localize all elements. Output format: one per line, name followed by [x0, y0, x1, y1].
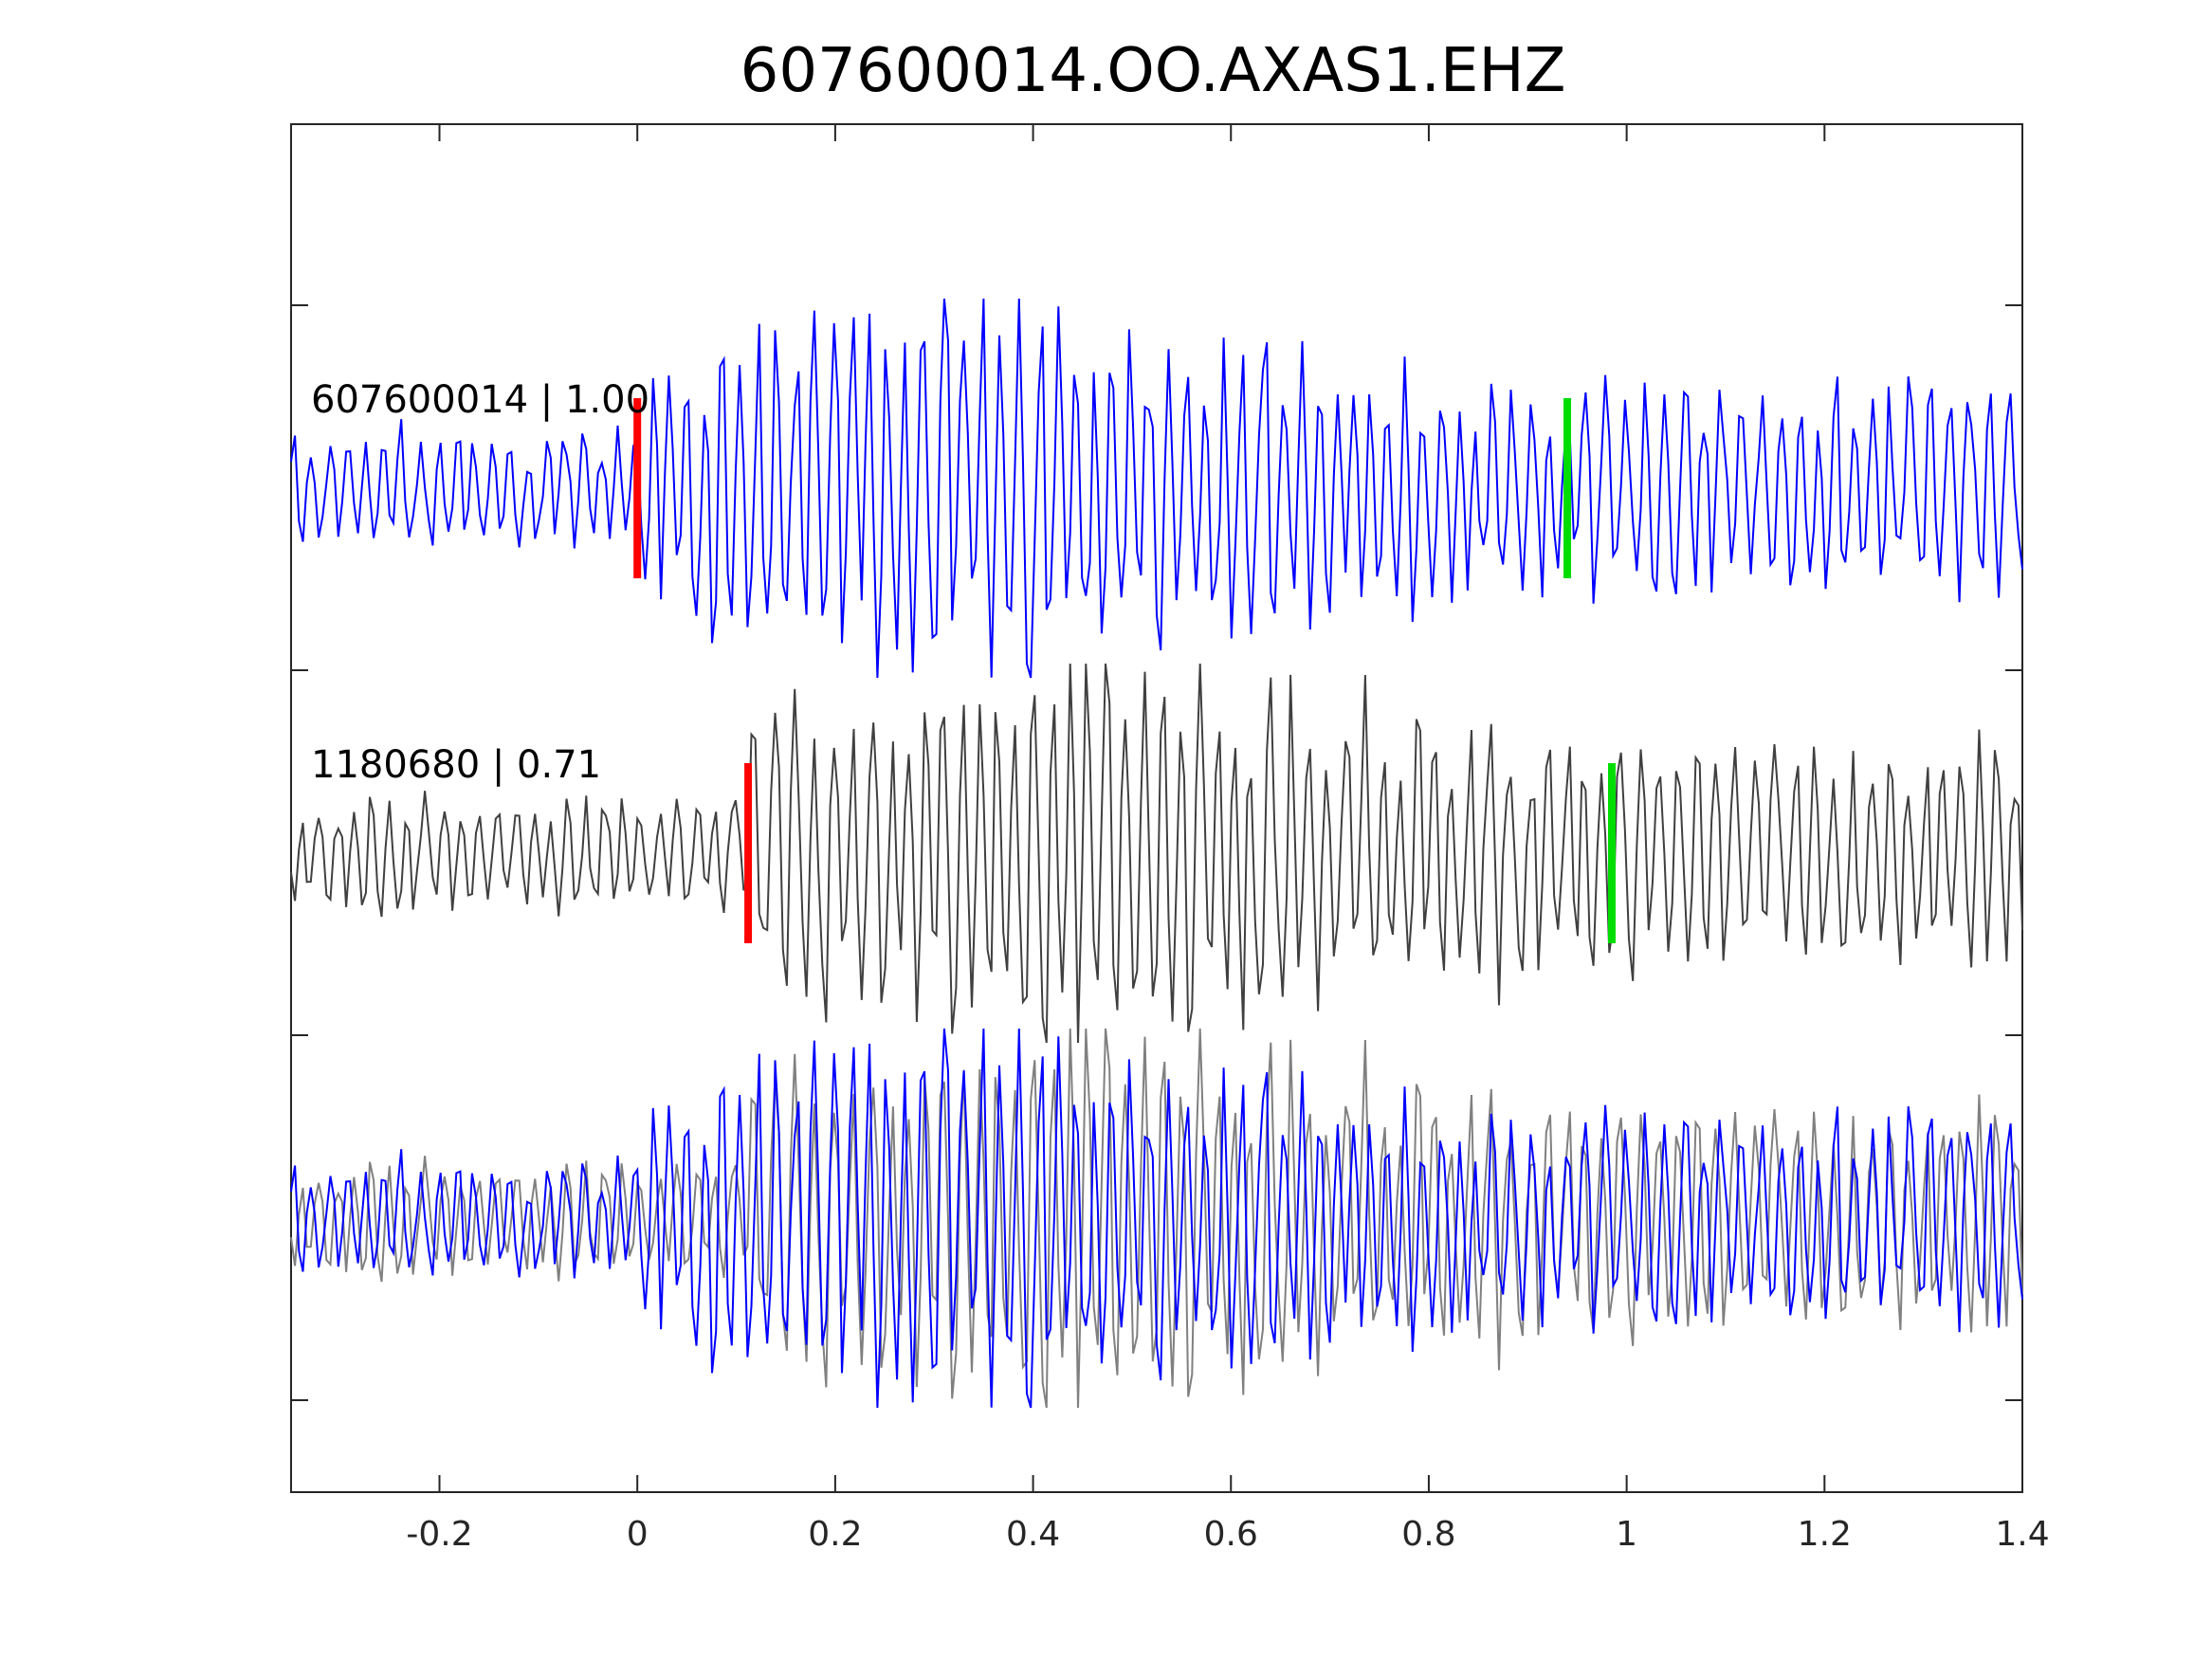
chart-title: 607600014.OO.AXAS1.EHZ	[740, 36, 1566, 106]
x-tick-label-6: 0.8	[1401, 1515, 1455, 1554]
axes-frame	[290, 123, 2023, 1493]
trace-3-series-2	[290, 1028, 2023, 1409]
phase-picks	[633, 398, 1616, 943]
trace-label-2: 1180680 | 0.71	[311, 743, 601, 787]
x-tick-label-4: 0.4	[1006, 1515, 1060, 1554]
x-tick-label-9: 1.4	[1995, 1515, 2049, 1554]
trace-2-series-1	[290, 663, 2023, 1044]
x-tick-label-2: 0	[627, 1515, 649, 1554]
x-tick-label-1: -0.2	[406, 1515, 472, 1554]
trace-1-series-1	[290, 298, 2023, 679]
x-axis-ticks: -0.2 0 0.2 0.4 0.6 0.8 1 1.2 1.4	[406, 124, 2050, 1554]
y-ticks	[291, 304, 2022, 1401]
waveform-traces	[290, 298, 2023, 1409]
x-tick-label-3: 0.2	[808, 1515, 862, 1554]
trace-labels: 607600014 | 1.00 1180680 | 0.71	[311, 378, 649, 787]
x-tick-label-8: 1.2	[1798, 1515, 1852, 1554]
x-tick-label-5: 0.6	[1204, 1515, 1258, 1554]
trace-label-1: 607600014 | 1.00	[311, 378, 649, 422]
x-tick-label-7: 1	[1616, 1515, 1637, 1554]
